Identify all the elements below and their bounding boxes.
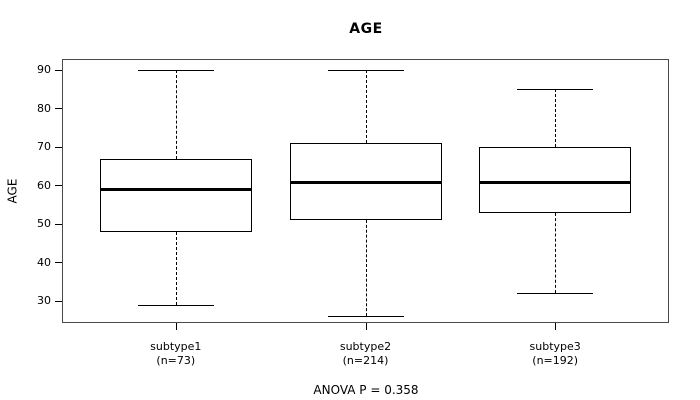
- upper-whisker-cap-subtype1: [137, 70, 214, 72]
- anova-annotation: ANOVA P = 0.358: [313, 383, 419, 397]
- lower-whisker-subtype3: [555, 212, 557, 294]
- y-axis-tick-label: 80: [37, 101, 51, 115]
- x-axis-tick: [555, 323, 557, 330]
- median-line-subtype1: [99, 188, 252, 192]
- y-axis-tick: [55, 69, 62, 71]
- x-axis-group-label-subtype3: subtype3 (n=192): [475, 340, 635, 368]
- y-axis-tick: [55, 108, 62, 110]
- lower-whisker-subtype2: [365, 220, 367, 317]
- x-axis-tick: [175, 323, 177, 330]
- upper-whisker-subtype1: [175, 70, 177, 159]
- upper-whisker-subtype3: [555, 89, 557, 148]
- y-axis-tick-label: 60: [37, 178, 51, 192]
- lower-whisker-cap-subtype2: [327, 316, 404, 318]
- x-axis-group-label-subtype2: subtype2 (n=214): [286, 340, 446, 368]
- y-axis-tick: [55, 185, 62, 187]
- upper-whisker-cap-subtype3: [517, 89, 594, 91]
- y-axis-tick-label: 50: [37, 217, 51, 231]
- x-axis-tick: [365, 323, 367, 330]
- median-line-subtype2: [289, 180, 442, 184]
- group-name: subtype2: [339, 340, 392, 353]
- y-axis-tick: [55, 300, 62, 302]
- upper-whisker-cap-subtype2: [327, 70, 404, 72]
- lower-whisker-cap-subtype1: [137, 304, 214, 306]
- iqr-box-subtype3: [479, 147, 632, 213]
- y-axis-tick-label: 40: [37, 255, 51, 269]
- upper-whisker-subtype2: [365, 70, 367, 144]
- x-axis-group-label-subtype1: subtype1 (n=73): [96, 340, 256, 368]
- chart-title: AGE: [349, 21, 383, 37]
- group-count: (n=192): [532, 354, 579, 367]
- group-count: (n=73): [156, 354, 196, 367]
- lower-whisker-subtype1: [175, 231, 177, 305]
- iqr-box-subtype1: [99, 158, 252, 232]
- y-axis-tick: [55, 262, 62, 264]
- y-axis-tick-label: 70: [37, 140, 51, 154]
- group-count: (n=214): [342, 354, 389, 367]
- median-line-subtype3: [479, 180, 632, 184]
- group-name: subtype1: [150, 340, 202, 353]
- y-axis-tick-label: 90: [37, 63, 51, 77]
- lower-whisker-cap-subtype3: [517, 293, 594, 295]
- group-name: subtype3: [529, 340, 581, 353]
- y-axis-tick-label: 30: [37, 294, 51, 308]
- y-axis-tick: [55, 146, 62, 148]
- y-axis-tick: [55, 223, 62, 225]
